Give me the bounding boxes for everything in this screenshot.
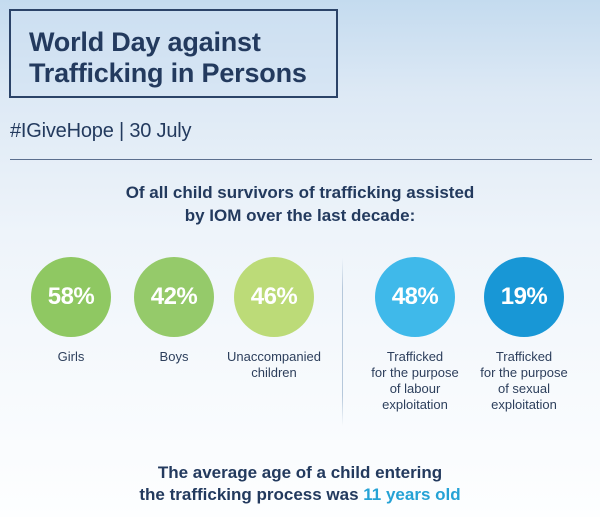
stat-boys-label: Boys	[104, 349, 244, 365]
stat-unaccompanied: 46% Unaccompanied children	[204, 257, 344, 381]
stat-girls-label-text: Girls	[57, 349, 85, 364]
stat-labour-value: 48%	[391, 283, 439, 310]
summary-line-1: The average age of a child entering	[157, 463, 443, 482]
stat-unaccompanied-label-line-2: children	[251, 365, 297, 380]
stat-girls-circle: 58%	[31, 257, 111, 337]
stat-sexual-label-line-1: Trafficked	[495, 349, 553, 364]
stat-sexual: 19% Trafficked for the purpose of sexual…	[454, 257, 594, 413]
stat-labour-label-line-1: Trafficked	[386, 349, 444, 364]
title-line-1: World Day against	[29, 27, 261, 57]
summary-highlight-age: 11 years old	[363, 485, 461, 504]
stat-labour: 48% Trafficked for the purpose of labour…	[345, 257, 485, 413]
stat-unaccompanied-circle: 46%	[234, 257, 314, 337]
summary-line-2: the trafficking process was 11 years old	[0, 484, 600, 506]
horizontal-rule	[10, 159, 592, 160]
hashtag-date: #IGiveHope | 30 July	[10, 120, 192, 142]
stat-unaccompanied-label-line-1: Unaccompanied	[227, 349, 321, 364]
stat-labour-circle: 48%	[375, 257, 455, 337]
stat-boys-value: 42%	[150, 283, 198, 310]
stat-sexual-circle: 19%	[484, 257, 564, 337]
intro-text: Of all child survivors of trafficking as…	[0, 181, 600, 227]
stat-sexual-value: 19%	[500, 283, 548, 310]
title-line-2: Trafficking in Persons	[29, 58, 307, 88]
summary-line-2-prefix: the trafficking process was	[139, 485, 359, 504]
intro-line-1: Of all child survivors of trafficking as…	[125, 183, 475, 202]
stat-sexual-label-line-2: for the purpose	[480, 365, 568, 380]
stat-labour-label-line-2: for the purpose	[371, 365, 459, 380]
stat-unaccompanied-label: Unaccompanied children	[204, 349, 344, 381]
stat-girls: 58% Girls	[1, 257, 141, 365]
summary-text: The average age of a child entering the …	[0, 462, 600, 506]
stat-sexual-label: Trafficked for the purpose of sexual exp…	[454, 349, 594, 413]
stat-boys: 42% Boys	[104, 257, 244, 365]
stat-girls-label: Girls	[1, 349, 141, 365]
stat-unaccompanied-value: 46%	[250, 283, 298, 310]
title-box: World Day against Trafficking in Persons	[9, 9, 338, 98]
intro-line-2: by IOM over the last decade:	[184, 206, 416, 225]
stat-sexual-label-line-3: of sexual	[497, 381, 551, 396]
stat-boys-label-text: Boys	[159, 349, 189, 364]
stat-labour-label-line-4: exploitation	[382, 397, 448, 412]
stat-labour-label: Trafficked for the purpose of labour exp…	[345, 349, 485, 413]
stat-girls-value: 58%	[47, 283, 95, 310]
stat-sexual-label-line-4: exploitation	[491, 397, 557, 412]
vertical-divider	[342, 258, 343, 426]
stat-labour-label-line-3: of labour	[389, 381, 441, 396]
stat-boys-circle: 42%	[134, 257, 214, 337]
